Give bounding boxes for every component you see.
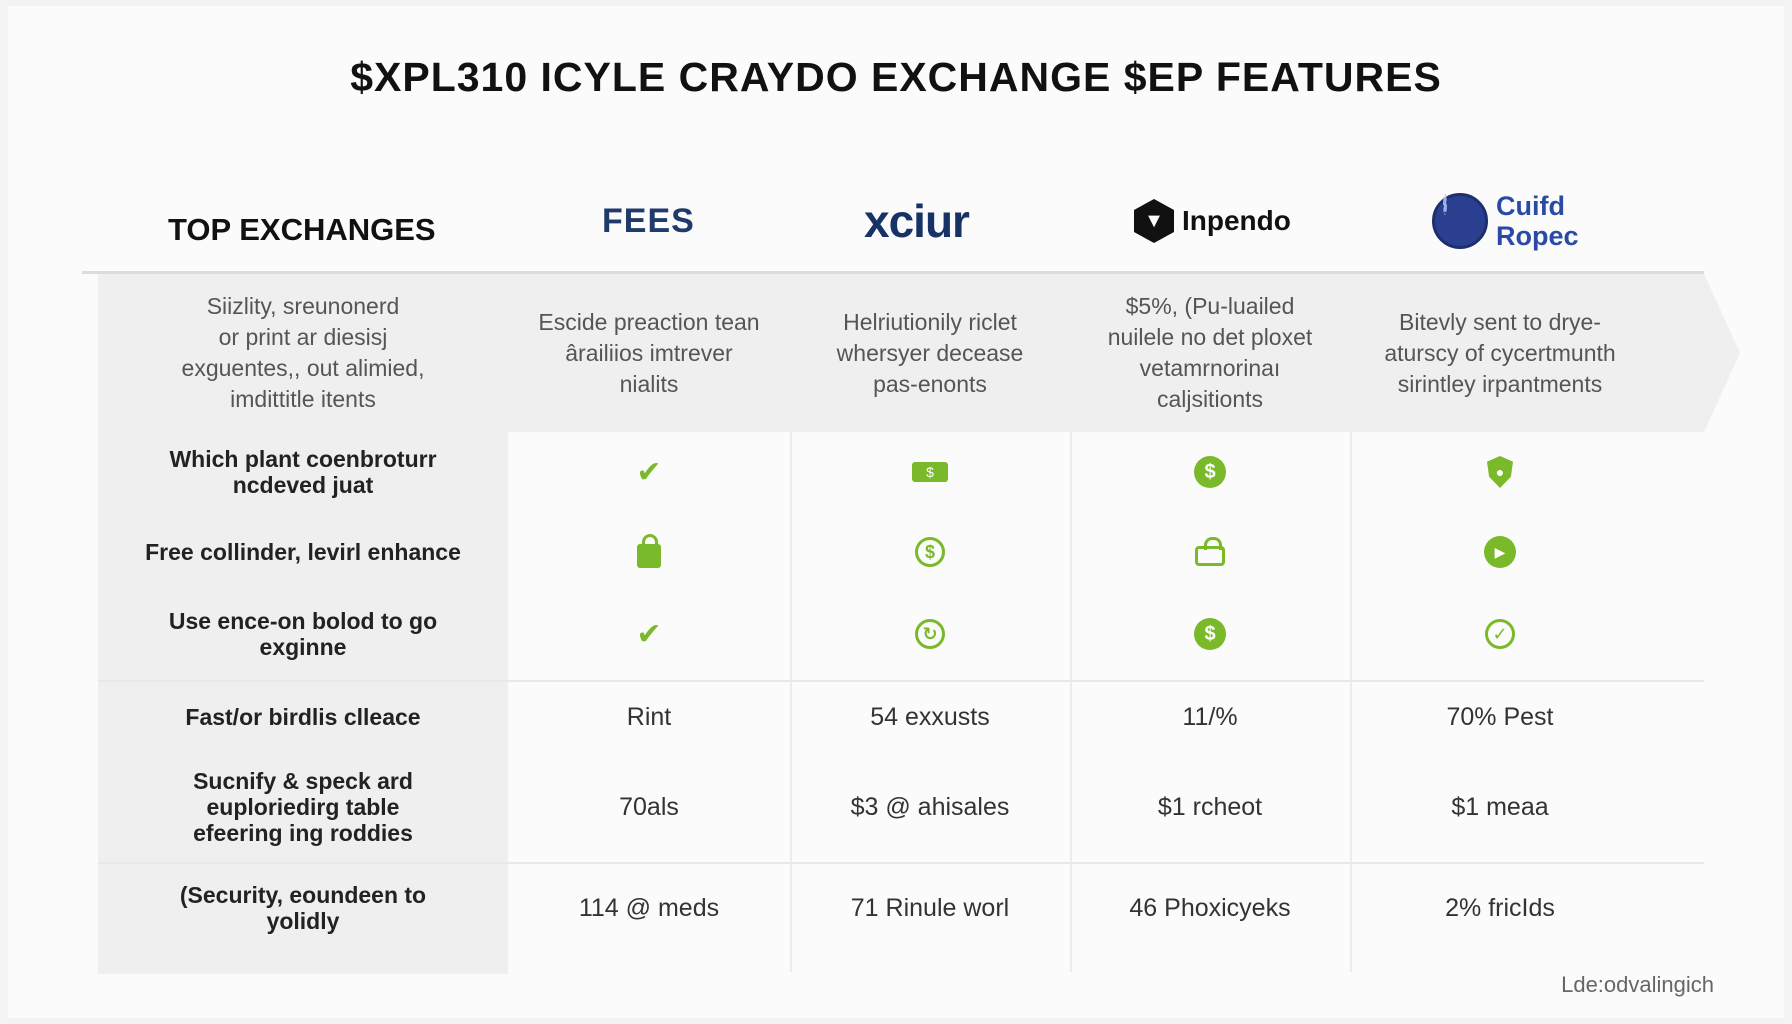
desc-line: Bitevly sent to drye- <box>1399 308 1601 335</box>
table-row: Which plant coenbroturr ncdeved juat ✔ $… <box>98 432 1704 512</box>
label-line: Fast/or birdlis clleace <box>185 704 421 730</box>
description-cuifd: Bitevly sent to drye- aturscy of cycertm… <box>1350 274 1650 432</box>
row-label: Sucnify & speck ard euploriedirg table e… <box>98 752 508 862</box>
lock-icon <box>637 534 661 568</box>
row-label: Which plant coenbroturr ncdeved juat <box>98 432 508 512</box>
row-label: (Security, eoundeen to yolidly <box>98 864 508 952</box>
label-line: yolidly <box>266 908 340 934</box>
play-coin-icon: ▶ <box>1484 536 1516 568</box>
label-line: euploriedirg table <box>206 794 400 820</box>
table-row: Free collinder, levirl enhance $ ▶ <box>98 512 1704 592</box>
top-exchanges-heading: TOP EXCHANGES <box>168 212 436 247</box>
description-xciur: Helriutionily riclet whersyer decease pa… <box>790 274 1070 432</box>
brand-cuifd-line-2: Ropec <box>1496 221 1579 251</box>
label-line: Use ence-on bolod to go <box>168 608 438 634</box>
page-title: $XPL310 ICYLE CRAYDO EXCHANGE $EP FEATUR… <box>350 54 1442 100</box>
description-inpendo: $5%, (Pu-luailed nuilele no det ploxet v… <box>1070 274 1350 432</box>
infographic-page: $XPL310 ICYLE CRAYDO EXCHANGE $EP FEATUR… <box>8 6 1784 1018</box>
desc-line: or print ar diesisj <box>218 324 388 350</box>
label-line: Which plant coenbroturr <box>169 446 437 472</box>
desc-line: vetamrnorinaı <box>1139 355 1281 381</box>
desc-line: caljsitionts <box>1156 386 1264 412</box>
lock-outline-icon <box>1195 537 1225 566</box>
value-cell: 114 @ meds <box>578 893 720 922</box>
description-row: Siizlity, sreunonerd or print ar diesisj… <box>98 274 1740 432</box>
desc-line: Siizlity, sreunonerd <box>206 293 400 319</box>
value-cell: $3 @ ahisales <box>850 792 1010 821</box>
desc-line: whersyer decease <box>836 339 1024 366</box>
dollar-coin-icon: $ <box>1194 456 1226 488</box>
label-line: efeering ing roddies <box>193 820 413 846</box>
value-cell: 70als <box>619 792 679 821</box>
row-label: Fast/or birdlis clleace <box>98 682 508 752</box>
brand-inpendo-logo: ▼ Inpendo <box>1134 186 1291 256</box>
value-cell: 2% fricIds <box>1445 893 1555 922</box>
column-divider <box>790 432 792 972</box>
label-line: (Security, eoundeen to <box>179 882 427 908</box>
row-label: Use ence-on bolod to go exginne <box>98 592 508 676</box>
globe-seal-icon <box>1432 193 1488 249</box>
desc-line: nuilele no det ploxet <box>1107 324 1313 350</box>
desc-line: imdittitle itents <box>230 386 376 412</box>
value-cell: 11/% <box>1182 702 1238 731</box>
table-header: TOP EXCHANGES FEES xciur ▼ Inpendo Cuifd… <box>84 166 1704 272</box>
value-cell: Rint <box>626 702 672 731</box>
brand-xciur-label: xciur <box>864 195 970 247</box>
table-row: Fast/or birdlis clleace Rint 54 exxusts … <box>98 682 1704 752</box>
value-cell: $1 meaa <box>1451 792 1549 821</box>
hexagon-icon: ▼ <box>1134 199 1174 243</box>
value-cell: 46 Phoxicyeks <box>1129 893 1291 922</box>
shield-icon: ● <box>1487 456 1513 488</box>
refresh-dollar-icon: ↻ <box>915 619 945 649</box>
brand-inpendo-label: Inpendo <box>1182 205 1291 236</box>
label-line: exginne <box>259 634 347 660</box>
desc-line: Escide preaction tean <box>538 308 760 335</box>
value-cell: 70% Pest <box>1446 702 1554 731</box>
desc-line: $5%, (Pu-luailed <box>1125 293 1295 319</box>
description-label: Siizlity, sreunonerd or print ar diesisj… <box>98 274 508 432</box>
table-row: (Security, eoundeen to yolidly 114 @ med… <box>98 864 1704 952</box>
dollar-outline-icon: $ <box>915 537 945 567</box>
table-row: Sucnify & speck ard euploriedirg table e… <box>98 752 1704 862</box>
desc-line: aturscy of cycertmunth <box>1384 339 1616 366</box>
brand-cuifd-line-1: Cuifd <box>1496 191 1565 221</box>
desc-line: exguentes,, out alimied, <box>181 355 425 381</box>
label-line: Sucnify & speck ard <box>193 768 413 794</box>
column-divider <box>1070 432 1072 972</box>
header-divider <box>82 271 1704 274</box>
brand-xciur-logo: xciur <box>864 186 970 256</box>
label-line: Free collinder, levirl enhance <box>145 539 461 565</box>
footer-credit: Lde:odvalingich <box>1561 972 1714 997</box>
table-row: Use ence-on bolod to go exginne ✔ ↻ $ ✓ <box>98 592 1704 676</box>
comparison-table: Siizlity, sreunonerd or print ar diesisj… <box>98 274 1740 974</box>
desc-line: sirintley irpantments <box>1397 370 1603 397</box>
brand-fees-label: FEES <box>602 201 695 240</box>
brand-fees-logo: FEES <box>602 186 695 256</box>
dollar-coin-icon: $ <box>1194 618 1226 650</box>
desc-line: nialits <box>619 370 679 397</box>
label-line: ncdeved juat <box>232 472 374 498</box>
check-leaf-icon: ✔ <box>636 617 662 651</box>
desc-line: Helriutionily riclet <box>843 308 1017 335</box>
desc-line: pas-enonts <box>873 370 987 397</box>
row-divider <box>98 862 1704 864</box>
brand-cuifd-logo: Cuifd Ropec <box>1432 186 1579 256</box>
check-leaf-icon: ✔ <box>636 455 662 489</box>
value-cell: 54 exxusts <box>870 702 990 731</box>
money-icon: $ <box>912 462 948 482</box>
column-divider <box>1350 432 1352 972</box>
value-cell: 71 Rinule worl <box>850 893 1010 922</box>
check-circle-icon: ✓ <box>1485 619 1515 649</box>
row-divider <box>98 680 1704 682</box>
description-fees: Escide preaction tean ârailiios imtrever… <box>508 274 790 432</box>
desc-line: ârailiios imtrever <box>565 339 733 366</box>
value-cell: $1 rcheot <box>1157 792 1263 821</box>
row-label: Free collinder, levirl enhance <box>98 512 508 592</box>
